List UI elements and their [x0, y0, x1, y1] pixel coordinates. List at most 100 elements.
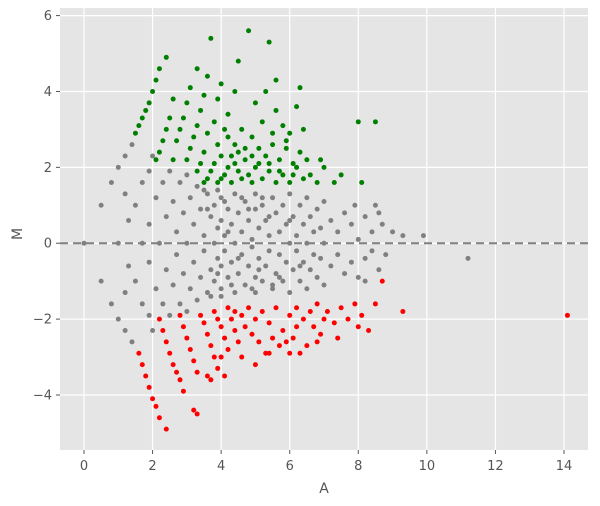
data-point	[225, 206, 231, 212]
data-point	[167, 168, 173, 174]
data-point	[311, 252, 317, 258]
data-point	[252, 290, 258, 296]
data-point	[290, 214, 296, 220]
data-point	[204, 176, 210, 182]
data-point	[304, 157, 310, 163]
data-point	[222, 373, 228, 379]
data-point	[143, 107, 149, 113]
data-point	[256, 255, 262, 261]
data-point	[180, 115, 186, 121]
y-tick-label: 4	[44, 85, 52, 100]
data-point	[263, 350, 269, 356]
data-point	[239, 312, 245, 318]
data-point	[321, 164, 327, 170]
data-point	[218, 195, 224, 201]
data-point	[294, 248, 300, 254]
data-point	[215, 255, 221, 261]
data-point	[122, 153, 128, 159]
data-point	[273, 107, 279, 113]
data-point	[225, 229, 231, 235]
data-point	[211, 354, 217, 360]
data-point	[276, 343, 282, 349]
data-point	[163, 126, 169, 132]
x-tick-label: 8	[354, 459, 362, 474]
data-point	[81, 240, 87, 246]
data-point	[400, 233, 406, 239]
data-point	[150, 396, 156, 402]
data-point	[160, 138, 166, 144]
data-point	[160, 301, 166, 307]
data-point	[355, 119, 361, 125]
data-point	[167, 312, 173, 318]
data-point	[276, 229, 282, 235]
data-point	[318, 331, 324, 337]
data-point	[218, 153, 224, 159]
data-point	[290, 172, 296, 178]
data-point	[273, 305, 279, 311]
data-point	[98, 202, 104, 208]
data-point	[174, 229, 180, 235]
data-point	[256, 145, 262, 151]
data-point	[208, 214, 214, 220]
data-point	[249, 286, 255, 292]
data-point	[218, 293, 224, 299]
data-point	[252, 316, 258, 322]
data-point	[180, 388, 186, 394]
data-point	[170, 362, 176, 368]
data-point	[215, 271, 221, 277]
data-point	[307, 309, 313, 315]
data-point	[170, 282, 176, 288]
data-point	[266, 161, 272, 167]
data-point	[194, 168, 200, 174]
data-point	[270, 286, 276, 292]
data-point	[232, 88, 238, 94]
data-point	[222, 233, 228, 239]
data-point	[156, 149, 162, 155]
data-point	[187, 346, 193, 352]
data-point	[184, 335, 190, 341]
data-point	[208, 293, 214, 299]
data-point	[300, 316, 306, 322]
data-point	[184, 100, 190, 106]
y-tick-label: −4	[33, 388, 52, 403]
data-point	[266, 39, 272, 45]
data-point	[242, 324, 248, 330]
data-point	[136, 350, 142, 356]
data-point	[150, 153, 156, 159]
data-point	[465, 255, 471, 261]
data-point	[132, 202, 138, 208]
data-point	[331, 180, 337, 186]
data-point	[383, 252, 389, 258]
data-point	[218, 176, 224, 182]
data-point	[208, 343, 214, 349]
data-point	[304, 286, 310, 292]
data-point	[156, 316, 162, 322]
data-point	[352, 202, 358, 208]
data-point	[201, 320, 207, 326]
data-point	[252, 100, 258, 106]
data-point	[280, 278, 286, 284]
data-point	[390, 229, 396, 235]
data-point	[163, 426, 169, 432]
data-point	[235, 210, 241, 216]
data-point	[372, 202, 378, 208]
data-point	[263, 88, 269, 94]
data-point	[194, 369, 200, 375]
data-point	[252, 164, 258, 170]
data-point	[318, 255, 324, 261]
data-point	[300, 259, 306, 265]
data-point	[287, 290, 293, 296]
data-point	[208, 35, 214, 41]
data-point	[180, 271, 186, 277]
data-point	[283, 145, 289, 151]
data-point	[366, 327, 372, 333]
y-axis-label: M	[10, 228, 26, 240]
data-point	[348, 221, 354, 227]
data-point	[280, 202, 286, 208]
data-point	[156, 66, 162, 72]
data-point	[218, 217, 224, 223]
data-point	[160, 180, 166, 186]
data-point	[246, 305, 252, 311]
grid	[60, 8, 588, 450]
data-point	[184, 157, 190, 163]
